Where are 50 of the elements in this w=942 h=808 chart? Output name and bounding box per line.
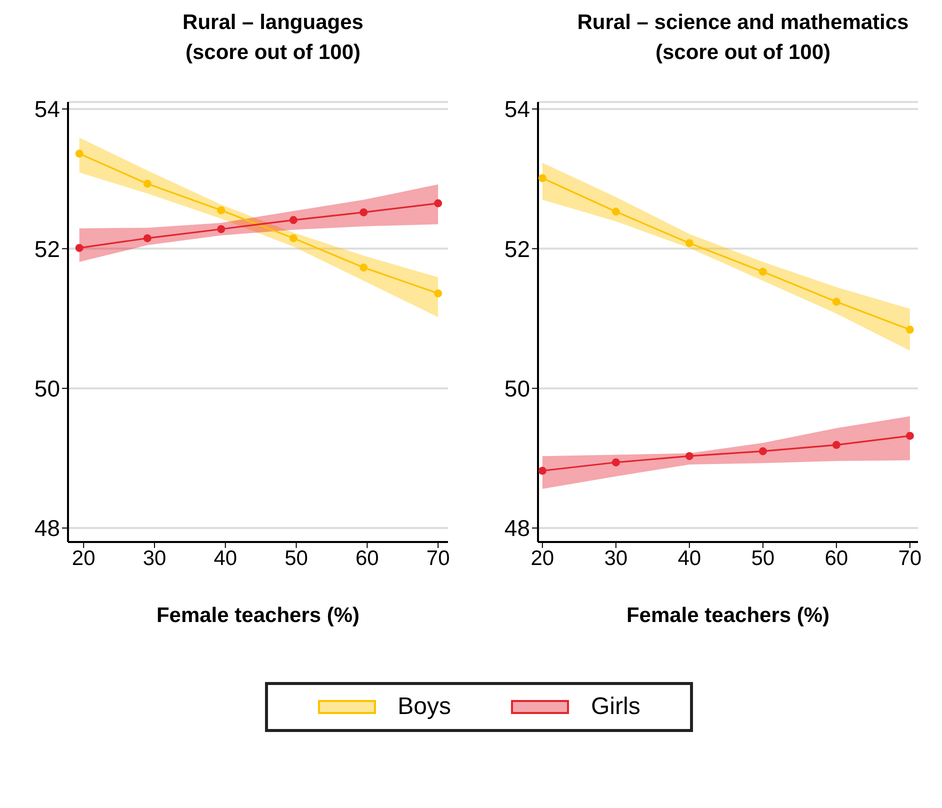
y-tick-label: 52: [34, 236, 60, 262]
point: [75, 150, 84, 158]
x-tick-label: 30: [604, 546, 628, 570]
y-tick-label: 48: [504, 515, 530, 542]
x-tick-label: 70: [426, 546, 450, 570]
chart-title: Rural – science and mathematics (score out of 100): [577, 10, 909, 66]
x-tick-label: 60: [824, 546, 848, 570]
point: [906, 432, 914, 440]
x-axis-title: Female teachers (%): [156, 604, 360, 627]
point: [217, 225, 226, 234]
x-tick-label: 20: [72, 546, 96, 570]
x-tick-label: 30: [142, 546, 166, 570]
x-tick-label: 50: [751, 546, 775, 570]
x-tick-label: 70: [898, 546, 922, 570]
point: [434, 289, 442, 298]
chart-title: Rural – languages (score out of 100): [182, 10, 364, 66]
point: [685, 452, 694, 460]
x-tick-label: 40: [214, 546, 238, 570]
point: [758, 447, 767, 456]
point: [289, 216, 298, 224]
point: [758, 268, 767, 276]
y-tick-label: 48: [34, 515, 60, 542]
point: [612, 208, 620, 216]
point: [612, 458, 620, 466]
legend-label: Boys: [398, 693, 452, 721]
point: [685, 239, 694, 248]
point: [217, 206, 226, 214]
point: [538, 466, 546, 475]
x-tick-label: 40: [678, 546, 702, 570]
y-tick-label: 52: [504, 236, 530, 262]
x-tick-label: 50: [284, 546, 308, 570]
point: [434, 199, 442, 208]
point: [75, 244, 84, 252]
point: [538, 174, 546, 182]
point: [143, 180, 152, 188]
y-tick-label: 50: [34, 376, 60, 402]
point: [360, 208, 368, 216]
x-tick-label: 20: [530, 546, 554, 570]
point: [832, 298, 840, 306]
x-tick-label: 60: [356, 546, 379, 570]
y-tick-label: 50: [504, 376, 530, 402]
point: [289, 234, 298, 242]
point: [832, 440, 840, 449]
point: [906, 326, 914, 334]
x-axis-title: Female teachers (%): [626, 604, 830, 627]
y-tick-label: 54: [504, 96, 530, 122]
point: [360, 264, 368, 272]
y-tick-label: 54: [34, 96, 60, 122]
point: [143, 234, 152, 242]
legend-label: Girls: [591, 693, 640, 721]
